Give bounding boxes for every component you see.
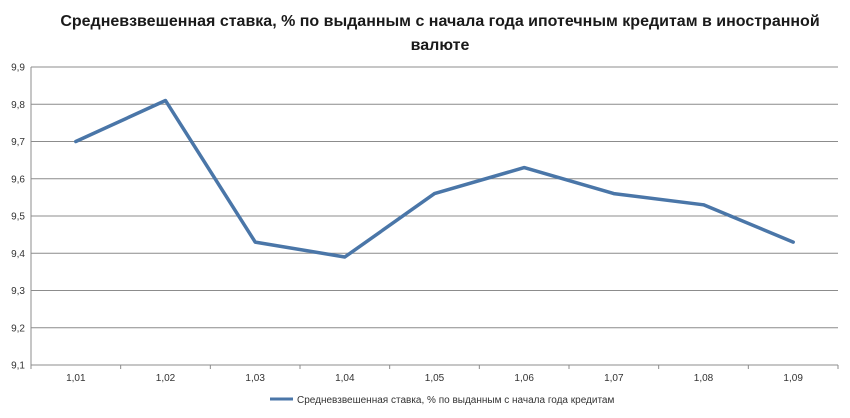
x-tick-label: 1,05 (425, 373, 445, 384)
y-tick-label: 9,2 (11, 323, 25, 334)
x-tick-label: 1,06 (514, 373, 534, 384)
data-point (433, 192, 436, 196)
data-point (612, 192, 616, 196)
x-tick-label: 1,04 (335, 373, 355, 384)
chart-title: Средневзвешенная ставка, % по выданным с… (60, 13, 820, 54)
x-tick-labels: 1,01 1,02 1,03 1,04 1,05 1,06 1,07 1,08 1,09 (66, 373, 803, 384)
x-tick-label: 1,08 (694, 373, 714, 384)
y-tick-label: 9,7 (11, 137, 25, 148)
x-tick-label: 1,09 (783, 373, 803, 384)
y-tick-label: 9,9 (11, 63, 25, 74)
y-tick-label: 9,8 (11, 100, 25, 111)
series-lines (74, 98, 795, 259)
data-point (164, 99, 167, 103)
y-tick-label: 9,6 (11, 174, 25, 185)
y-tick-labels: 9,1 9,2 9,3 9,4 9,5 9,6 9,7 9,8 9,9 (11, 63, 25, 372)
y-tick-label: 9,1 (11, 361, 25, 372)
x-tick-label: 1,01 (66, 373, 86, 384)
data-point (74, 140, 78, 143)
data-point (522, 166, 526, 170)
legend: Средневзвешенная ставка, % по выданным с… (270, 395, 614, 406)
data-point (702, 203, 705, 207)
data-point (343, 255, 347, 259)
x-tick-label: 1,02 (156, 373, 176, 384)
gridlines (31, 66, 838, 329)
axes (30, 67, 839, 369)
y-tick-label: 9,3 (11, 286, 25, 297)
data-point (791, 240, 795, 244)
x-tick-label: 1,07 (604, 373, 624, 384)
y-tick-label: 9,5 (11, 212, 25, 223)
x-tick-label: 1,03 (245, 373, 265, 384)
data-point (253, 240, 257, 244)
y-tick-label: 9,4 (11, 249, 25, 260)
legend-label: Средневзвешенная ставка, % по выданным с… (297, 395, 614, 406)
